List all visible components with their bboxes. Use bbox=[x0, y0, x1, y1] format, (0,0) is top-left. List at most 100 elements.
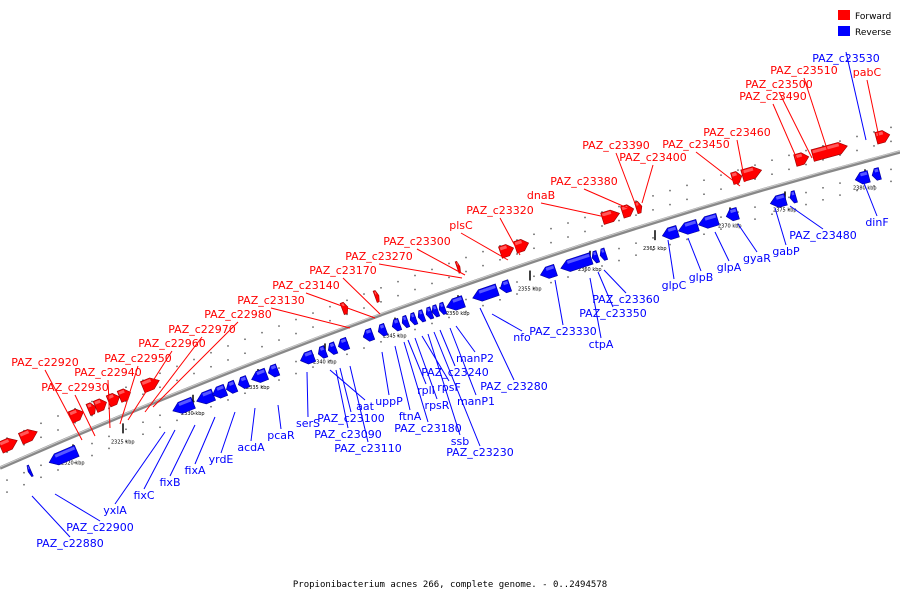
forward-gene-arrow[interactable] bbox=[620, 203, 635, 219]
forward-lane-dot bbox=[567, 222, 569, 224]
reverse-gene-arrow[interactable] bbox=[194, 388, 216, 407]
forward-gene-arrow[interactable] bbox=[810, 140, 849, 162]
reverse-gene-arrow[interactable] bbox=[871, 167, 882, 182]
gene-label-plsc: plsC bbox=[449, 219, 473, 232]
reverse-lane-dot bbox=[839, 182, 841, 184]
forward-gene-arrow[interactable] bbox=[372, 290, 381, 303]
reverse-gene-arrow[interactable] bbox=[26, 464, 34, 478]
forward-lane-dot bbox=[40, 422, 42, 425]
reverse-lane-dot bbox=[550, 281, 552, 284]
reverse-gene-arrow[interactable] bbox=[590, 250, 601, 264]
reverse-lane-dot bbox=[397, 334, 399, 337]
reverse-lane-dot bbox=[618, 259, 620, 262]
reverse-lane-dot bbox=[533, 287, 535, 290]
reverse-gene-arrow[interactable] bbox=[661, 225, 680, 241]
forward-lane-dot bbox=[91, 414, 93, 417]
reverse-label-leader bbox=[449, 327, 477, 396]
reverse-gene-arrow[interactable] bbox=[559, 252, 594, 274]
reverse-lane-dot bbox=[329, 359, 331, 362]
forward-gene-arrow[interactable] bbox=[633, 201, 643, 215]
reverse-gene-arrow[interactable] bbox=[424, 306, 435, 320]
reverse-gene-arrow[interactable] bbox=[316, 345, 329, 360]
reverse-gene-arrow[interactable] bbox=[416, 309, 427, 323]
forward-label-leader bbox=[615, 152, 637, 207]
scale-tick-label: 2330 kbp bbox=[181, 411, 205, 417]
forward-gene-arrow[interactable] bbox=[67, 406, 86, 424]
reverse-gene-arrow[interactable] bbox=[376, 322, 389, 337]
forward-label-leader bbox=[499, 217, 521, 256]
reverse-label-leader bbox=[433, 331, 481, 447]
scale-tick-label: 2370 kbp bbox=[718, 223, 742, 229]
forward-lane-dot bbox=[176, 365, 178, 368]
reverse-label-leader bbox=[306, 371, 309, 418]
reverse-label-leader bbox=[143, 429, 176, 490]
reverse-gene-arrow[interactable] bbox=[539, 263, 558, 280]
forward-gene-arrow[interactable] bbox=[793, 151, 811, 167]
forward-gene-arrow[interactable] bbox=[116, 387, 133, 403]
gene-arrow-shine bbox=[270, 365, 277, 370]
reverse-gene-arrow[interactable] bbox=[249, 367, 270, 385]
forward-gene-arrow[interactable] bbox=[92, 397, 109, 413]
gene-arrow-body bbox=[620, 204, 635, 219]
forward-lane-dot bbox=[499, 259, 501, 261]
forward-gene-arrow[interactable] bbox=[85, 401, 98, 416]
forward-gene-arrow[interactable] bbox=[874, 129, 892, 145]
reverse-gene-arrow[interactable] bbox=[236, 375, 251, 391]
reverse-gene-arrow[interactable] bbox=[437, 301, 448, 315]
forward-label-leader bbox=[305, 292, 376, 319]
reverse-gene-arrow[interactable] bbox=[361, 327, 376, 343]
reverse-gene-arrow[interactable] bbox=[298, 349, 317, 366]
forward-lane-dot bbox=[414, 274, 416, 277]
gene-arrow-shine bbox=[240, 376, 246, 382]
genome-backbone bbox=[0, 150, 900, 470]
gene-label-sers: serS bbox=[296, 417, 320, 430]
forward-gene-arrow[interactable] bbox=[600, 208, 622, 225]
gene-label-fixc: fixC bbox=[133, 489, 154, 502]
gene-arrow-body bbox=[591, 250, 601, 264]
forward-lane-dot bbox=[329, 319, 331, 322]
reverse-gene-arrow[interactable] bbox=[224, 379, 239, 395]
reverse-gene-arrow[interactable] bbox=[471, 283, 500, 304]
forward-lane-dot bbox=[805, 163, 807, 166]
reverse-gene-arrow[interactable] bbox=[725, 207, 740, 222]
reverse-gene-arrow[interactable] bbox=[336, 336, 351, 352]
gene-label-paz-c22880: PAZ_c22880 bbox=[36, 537, 104, 550]
gene-arrow-body bbox=[499, 279, 513, 294]
gene-arrow-shine bbox=[94, 399, 101, 405]
reverse-gene-arrow[interactable] bbox=[598, 247, 609, 261]
forward-gene-arrow[interactable] bbox=[740, 164, 764, 182]
gene-label-paz-c23400: PAZ_c23400 bbox=[619, 151, 687, 164]
gene-label-fixa: fixA bbox=[185, 464, 206, 477]
reverse-gene-arrow[interactable] bbox=[47, 444, 80, 468]
gene-label-gyar: gyaR bbox=[743, 252, 771, 265]
reverse-label-leader bbox=[394, 345, 411, 411]
reverse-gene-arrow[interactable] bbox=[430, 304, 441, 318]
reverse-gene-arrow[interactable] bbox=[400, 314, 411, 329]
gene-label-rpsr: rpsR bbox=[425, 399, 450, 412]
forward-lane-dot bbox=[788, 154, 790, 157]
forward-lane-dot bbox=[210, 351, 212, 354]
reverse-lane-dot bbox=[669, 243, 671, 246]
forward-gene-arrow[interactable] bbox=[17, 426, 39, 445]
reverse-gene-arrow[interactable] bbox=[697, 212, 720, 230]
forward-lane-dot bbox=[142, 393, 144, 396]
reverse-gene-arrow[interactable] bbox=[677, 219, 700, 236]
reverse-gene-arrow[interactable] bbox=[854, 170, 871, 185]
reverse-gene-arrow[interactable] bbox=[266, 363, 281, 379]
reverse-gene-arrow[interactable] bbox=[408, 312, 419, 326]
reverse-gene-arrow[interactable] bbox=[445, 295, 466, 313]
reverse-gene-arrow[interactable] bbox=[390, 317, 403, 332]
reverse-gene-arrow[interactable] bbox=[769, 193, 788, 209]
scale-tick-label: 2335 kbp bbox=[246, 385, 270, 391]
reverse-gene-arrow[interactable] bbox=[788, 190, 798, 204]
reverse-gene-arrow[interactable] bbox=[326, 341, 339, 356]
reverse-gene-arrow[interactable] bbox=[498, 279, 513, 295]
reverse-gene-arrow[interactable] bbox=[171, 396, 196, 416]
scale-tick-label: 2345 kbp bbox=[383, 334, 407, 340]
forward-gene-arrow[interactable] bbox=[0, 435, 20, 454]
reverse-gene-arrow[interactable] bbox=[210, 383, 229, 400]
reverse-lane-dot bbox=[856, 189, 858, 192]
forward-lane-dot bbox=[261, 345, 263, 348]
forward-gene-arrow[interactable] bbox=[730, 170, 744, 185]
scale-tick-label: 2380 kbp bbox=[853, 185, 877, 191]
